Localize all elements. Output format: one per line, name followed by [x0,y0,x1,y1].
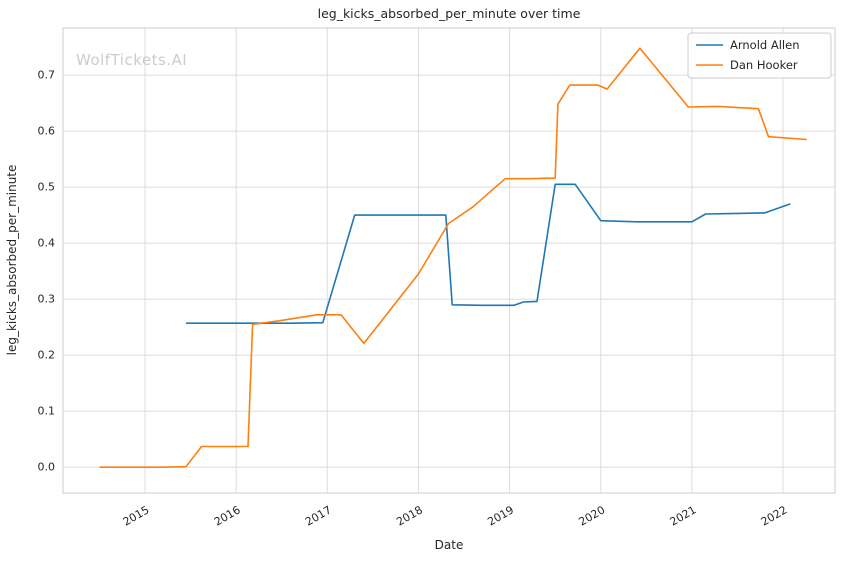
plot-border [62,27,836,494]
legend-label-dan-hooker: Dan Hooker [730,58,798,72]
x-tick-label: 2016 [212,503,243,528]
y-tick-label: 0.4 [38,237,56,250]
y-tick-label: 0.5 [38,181,56,194]
y-tick-label: 0.0 [38,461,56,474]
legend-label-arnold-allen: Arnold Allen [730,38,800,52]
y-tick-label: 0.1 [38,405,56,418]
legend: Arnold Allen Dan Hooker [687,32,832,79]
x-tick-label: 2020 [577,503,608,528]
x-tick-label: 2019 [485,503,516,528]
x-tick-label: 2017 [303,503,334,528]
x-tick-label: 2015 [121,503,152,528]
tick-layer: 2015 2016 2017 2018 2019 2020 2021 2022 0.0 0.1 0.… [38,69,790,529]
y-tick-label: 0.7 [38,69,56,82]
y-tick-label: 0.3 [38,293,56,306]
series-line-dan-hooker [99,47,807,469]
x-tick-label: 2018 [394,503,425,528]
watermark: WolfTickets.AI [76,51,187,69]
y-axis-label: leg_kicks_absorbed_per_minute [5,165,19,356]
series-line-arnold-allen [186,183,791,325]
grid-layer [63,28,835,493]
chart-title: leg_kicks_absorbed_per_minute over time [318,6,581,21]
x-tick-label: 2021 [668,503,699,528]
series-layer [99,47,807,469]
x-tick-label: 2022 [759,503,790,528]
legend-box [687,32,832,79]
y-tick-label: 0.2 [38,349,56,362]
y-tick-label: 0.6 [38,125,56,138]
x-axis-label: Date [435,538,464,552]
